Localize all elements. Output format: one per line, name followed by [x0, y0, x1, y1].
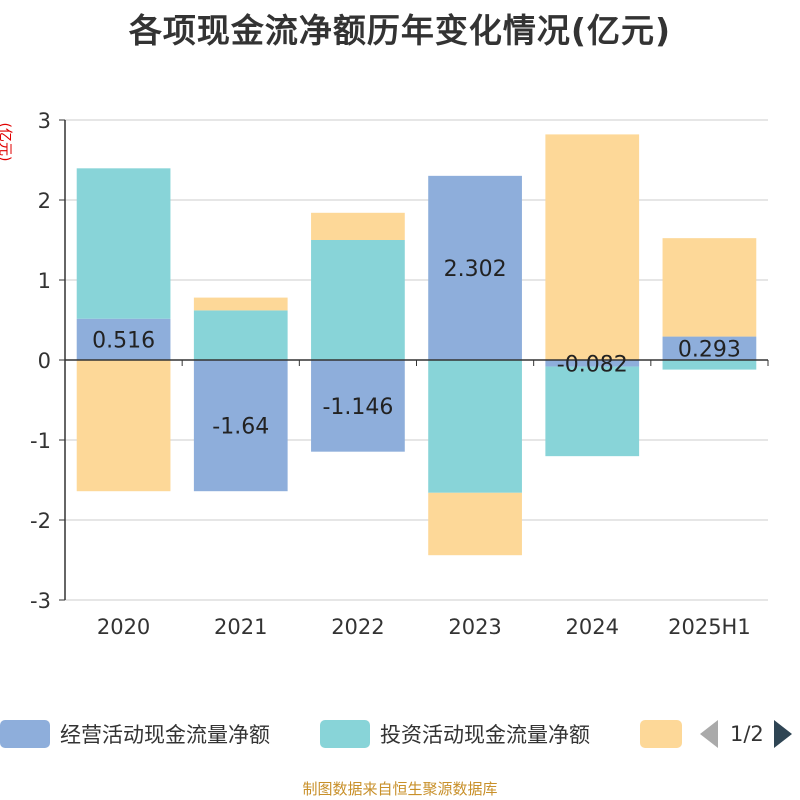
legend-item-operating[interactable]: 经营活动现金流量净额	[0, 720, 270, 748]
x-tick-label: 2023	[448, 615, 501, 639]
bar-segment	[76, 360, 171, 492]
bar-segment	[545, 366, 640, 457]
legend-page-indicator: 1/2	[730, 722, 764, 746]
legend-pager: 1/2	[700, 720, 792, 748]
bar-segment	[311, 240, 405, 360]
x-tick-label: 2022	[331, 615, 384, 639]
x-tick-label: 2020	[97, 615, 150, 639]
y-tick-label: 1	[38, 269, 51, 293]
x-tick-label: 2025H1	[668, 615, 751, 639]
data-label: -1.146	[322, 395, 393, 420]
stacked-bar-chart: 3 2 1 0 -1 -2 -3 2020 2021 2022 2023 2024 2025H1 0.51…	[30, 109, 769, 639]
x-tick-label: 2024	[566, 615, 619, 639]
chart-title: 各项现金流净额历年变化情况(亿元)	[128, 11, 672, 50]
y-tick-label: 2	[38, 189, 51, 213]
bar-segment	[545, 360, 640, 367]
data-label: -1.64	[212, 415, 269, 440]
y-tick-label: -3	[30, 589, 51, 613]
legend-swatch-third	[640, 720, 682, 748]
y-tick-label: -1	[30, 429, 51, 453]
legend-swatch-operating	[0, 720, 50, 748]
y-tick-label: -2	[30, 509, 51, 533]
bar-segment	[428, 492, 522, 556]
data-label: 0.293	[678, 337, 741, 362]
bar-segment	[662, 336, 757, 360]
data-label: -0.082	[557, 352, 628, 377]
data-label: 2.302	[444, 257, 507, 282]
bar-segment	[545, 134, 640, 360]
legend-label-investing: 投资活动现金流量净额	[380, 723, 590, 747]
bar-segment	[76, 318, 171, 360]
bar-segment	[428, 175, 522, 360]
bar-segment	[76, 168, 171, 319]
bar-segment	[193, 310, 288, 360]
bar-segment	[311, 360, 405, 452]
data-source-note: 制图数据来自恒生聚源数据库	[302, 780, 498, 798]
x-tick-label: 2021	[214, 615, 267, 639]
legend-item-third[interactable]	[640, 720, 692, 748]
bar-segment	[193, 297, 288, 311]
bar-segment	[193, 360, 288, 492]
data-label: 0.516	[92, 328, 155, 353]
y-tick-label: 0	[38, 349, 51, 373]
y-tick-label: 3	[38, 109, 51, 133]
legend-prev-page-icon[interactable]	[700, 720, 718, 748]
legend-swatch-investing	[320, 720, 370, 748]
legend: 经营活动现金流量净额 投资活动现金流量净额 1/2	[0, 712, 800, 756]
legend-label-operating: 经营活动现金流量净额	[60, 723, 270, 747]
bar-segment	[662, 238, 757, 337]
bar-segment	[428, 360, 522, 493]
bar-segment	[311, 212, 405, 240]
legend-item-investing[interactable]: 投资活动现金流量净额	[320, 720, 590, 748]
bar-segment	[662, 360, 757, 370]
legend-next-page-icon[interactable]	[773, 720, 792, 748]
